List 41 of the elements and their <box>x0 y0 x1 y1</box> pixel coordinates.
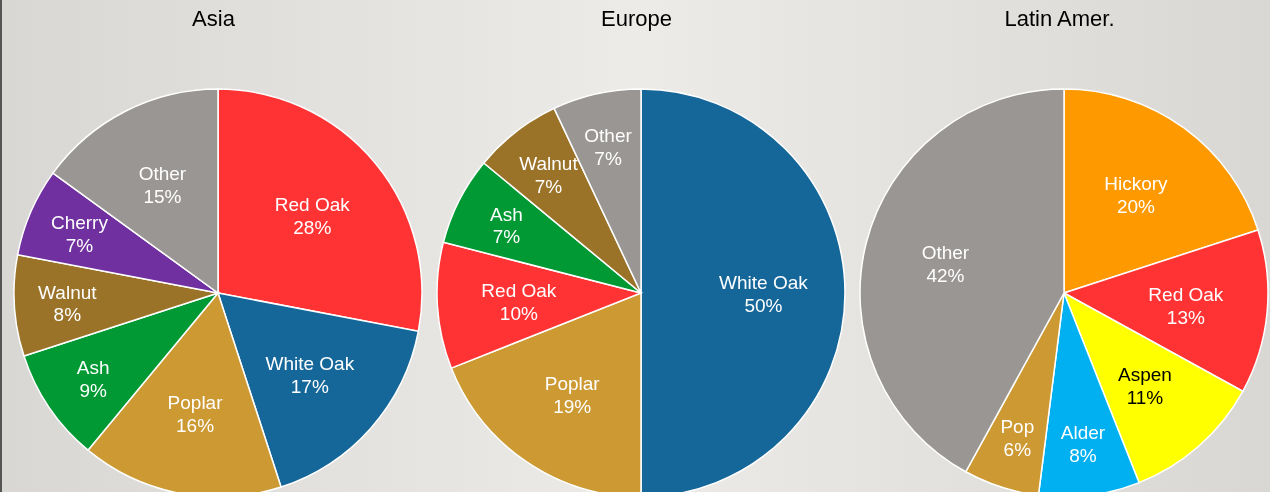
data-label: 7% <box>65 235 94 257</box>
data-label: 7% <box>594 147 622 169</box>
data-label: 15% <box>143 185 182 207</box>
data-label: 9% <box>79 379 107 401</box>
slice-label: White Oak <box>719 272 809 294</box>
slice-label: Cherry <box>50 212 109 234</box>
data-label: 20% <box>1116 195 1156 217</box>
data-label: 16% <box>176 415 215 437</box>
slice-label: Ash <box>490 203 523 225</box>
data-label: 50% <box>744 295 783 316</box>
chart-title: Latin Amer. <box>1003 6 1116 32</box>
slice-label: Red Oak <box>274 194 351 216</box>
slice-label: Hickory <box>1104 173 1169 195</box>
data-label: 17% <box>290 375 329 397</box>
slice-label: Pop <box>1000 415 1035 437</box>
chart-title: Europe <box>600 6 673 32</box>
slice-label: Other <box>584 124 633 146</box>
data-label: 19% <box>553 396 592 418</box>
slice-label: Red Oak <box>1148 283 1224 305</box>
data-label: 8% <box>1069 444 1097 466</box>
slice-label: Other <box>921 241 970 263</box>
slice-label: Other <box>138 163 187 185</box>
data-label: 13% <box>1166 306 1205 328</box>
slice-label: Red Oak <box>481 279 557 301</box>
data-label: 11% <box>1126 386 1164 408</box>
data-label: 6% <box>1003 438 1032 460</box>
slice-label: Ash <box>76 357 110 379</box>
slice-label: Walnut <box>519 152 579 174</box>
data-label: 7% <box>492 226 521 248</box>
slice-label: Alder <box>1060 421 1106 443</box>
chart-title: Asia <box>191 6 236 32</box>
slice-label: Aspen <box>1118 364 1172 386</box>
slice-label: Poplar <box>544 373 601 395</box>
data-label: 10% <box>499 302 538 324</box>
data-label: 42% <box>926 264 965 286</box>
slice-label: Poplar <box>167 392 224 414</box>
data-label: 8% <box>53 304 82 326</box>
slice-label: White Oak <box>265 353 355 375</box>
data-label: 28% <box>293 216 332 238</box>
data-label: 7% <box>534 175 563 197</box>
slice-label: Walnut <box>38 281 98 303</box>
